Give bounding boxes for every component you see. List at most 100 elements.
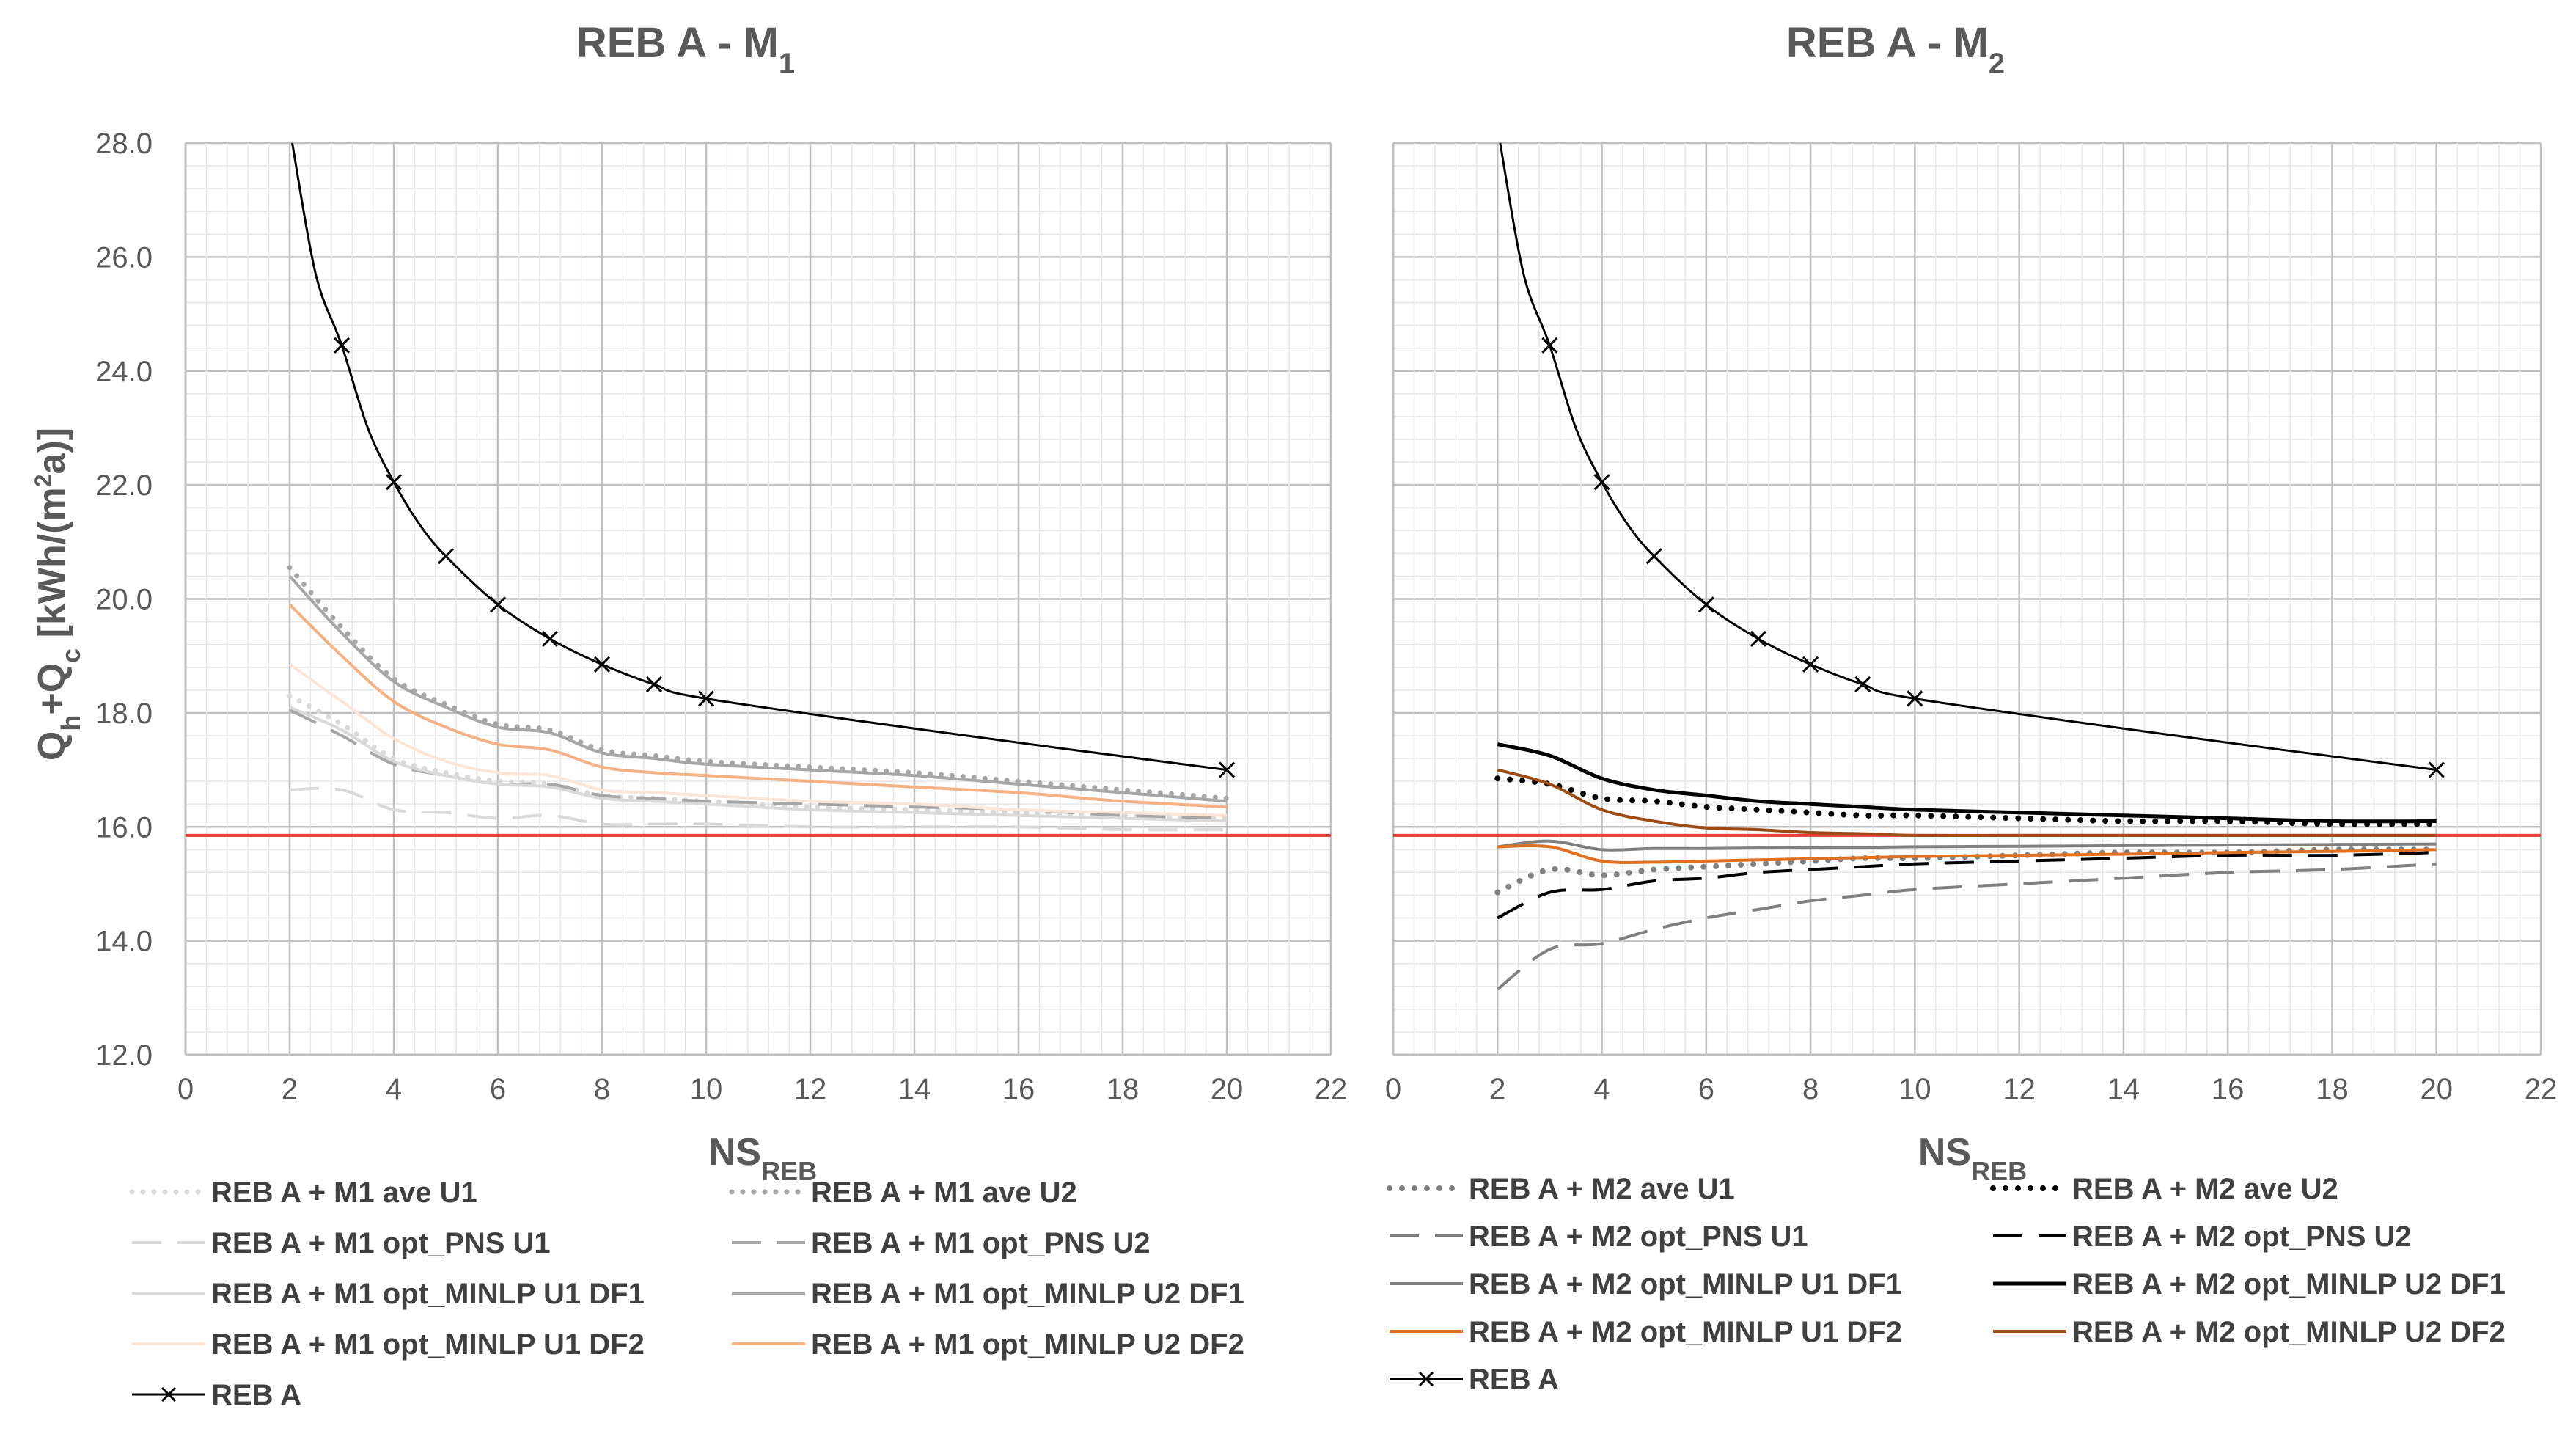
y-tick-label: 28.0 <box>95 128 153 160</box>
series-line <box>1497 839 2437 852</box>
legend-label: REB A <box>211 1379 301 1411</box>
x-axis-title-sub: REB <box>761 1156 817 1186</box>
x-tick-label: 2 <box>282 1073 298 1105</box>
legend-item: REB A + M2 opt_PNS U1 <box>1390 1221 1808 1253</box>
legend-item: REB A + M1 ave U1 <box>129 1177 477 1209</box>
legend-item: REB A + M1 opt_MINLP U2 DF2 <box>732 1328 1244 1361</box>
series-line <box>289 709 1228 820</box>
y-axis-title-sub-h: h <box>56 715 86 731</box>
marker-stroke <box>1750 630 1767 647</box>
legend-marker <box>161 1386 177 1402</box>
series-line <box>1494 775 2440 827</box>
y-axis-title: Qh+Qc [kWh/(m2a)] <box>30 428 86 761</box>
x-tick-label: 0 <box>1385 1073 1401 1105</box>
legend-label: REB A + M2 opt_PNS U1 <box>1469 1221 1808 1253</box>
legend-label: REB A + M2 ave U1 <box>1469 1173 1735 1205</box>
marker-stroke <box>541 630 559 647</box>
chart-title-main: REB A - M <box>1786 19 1989 67</box>
marker-stroke <box>1907 690 1923 707</box>
x-tick-label: 8 <box>1802 1073 1819 1105</box>
x-tick-label: 0 <box>177 1073 194 1105</box>
legend-label: REB A + M2 opt_MINLP U2 DF2 <box>2072 1316 2506 1348</box>
x-axis-title-1: NSREB <box>1918 1131 2027 1186</box>
series-line <box>1497 844 2437 864</box>
legend-1: REB A + M2 ave U1 REB A + M2 ave U2 REB A … <box>1387 1173 2506 1396</box>
marker-stroke <box>385 474 403 491</box>
x-tick-label: 16 <box>1002 1073 1035 1105</box>
y-tick-label: 16.0 <box>95 811 153 844</box>
series-line <box>1499 142 2437 772</box>
series-marker-x <box>1854 676 1871 693</box>
legend-label: REB A + M1 opt_MINLP U1 DF2 <box>211 1328 645 1361</box>
series-line <box>288 575 1228 803</box>
series-line <box>289 706 1228 823</box>
legend-item: REB A + M2 opt_PNS U2 <box>1993 1221 2412 1253</box>
series-line <box>1497 862 2437 991</box>
series-marker-x <box>1541 337 1558 354</box>
series-marker-x <box>333 337 351 354</box>
x-tick-label: 20 <box>1211 1073 1244 1105</box>
y-tick-label: 26.0 <box>95 241 153 274</box>
series-group <box>1494 142 2445 991</box>
grid-0 <box>184 142 1332 1056</box>
x-tick-label: 16 <box>2212 1073 2245 1105</box>
series-marker-x <box>1907 690 1923 707</box>
legend-marker <box>1418 1371 1434 1387</box>
x-tick-label: 8 <box>594 1073 610 1105</box>
legend-item: REB A + M2 opt_MINLP U2 DF2 <box>1993 1316 2506 1348</box>
x-tick-label: 10 <box>690 1073 723 1105</box>
legend-label: REB A + M1 opt_MINLP U1 DF1 <box>211 1278 645 1310</box>
series-marker-x <box>1750 630 1767 647</box>
marker-stroke <box>1645 548 1662 565</box>
y-axis-title-plus: +Q <box>31 663 73 715</box>
series-line <box>288 663 1228 817</box>
y-tick-label: 22.0 <box>95 469 153 502</box>
legend-item: REB A + M1 opt_MINLP U2 DF1 <box>732 1278 1244 1310</box>
x-axis-title-main: NS <box>708 1131 761 1174</box>
marker-stroke <box>1541 337 1558 354</box>
series-line <box>1497 768 2437 838</box>
legend-item: REB A + M2 ave U1 <box>1387 1173 1735 1205</box>
panel-left: REB A - M10 2 4 6 8 10 12 14 16 18 20 2212.014.016.… <box>95 19 1347 1411</box>
series-line <box>291 142 1228 772</box>
marker-stroke <box>1854 676 1871 693</box>
x-tick-label: 4 <box>1593 1073 1610 1105</box>
marker-stroke <box>1698 596 1714 613</box>
series-marker-x <box>1802 656 1819 673</box>
legend-item: REB A <box>1390 1364 1559 1396</box>
chart-title-main: REB A - M <box>576 19 779 67</box>
x-axis-title-0: NSREB <box>708 1131 817 1186</box>
chart-title-1: REB A - M2 <box>1786 19 2005 80</box>
y-tick-label: 24.0 <box>95 356 153 388</box>
series-line <box>289 786 1228 832</box>
marker-stroke <box>593 656 611 673</box>
legend-item: REB A + M2 opt_MINLP U1 DF1 <box>1390 1268 1902 1301</box>
series-marker-x <box>1593 474 1610 491</box>
legend-label: REB A + M1 opt_PNS U2 <box>811 1227 1151 1259</box>
legend-label: REB A + M2 opt_MINLP U1 DF2 <box>1469 1316 1902 1348</box>
marker-stroke <box>437 548 455 565</box>
series-line <box>288 603 1228 809</box>
series-marker-x <box>645 676 663 693</box>
legend-item: REB A + M1 opt_PNS U1 <box>132 1227 551 1259</box>
legend-item: REB A + M1 opt_PNS U2 <box>732 1227 1151 1259</box>
y-tick-label: 14.0 <box>95 926 153 958</box>
x-tick-label: 22 <box>1315 1073 1348 1105</box>
y-axis-title-sub-c: c <box>56 648 86 663</box>
series-marker-x <box>1645 548 1662 565</box>
x-tick-label: 6 <box>490 1073 506 1105</box>
legend-0: REB A + M1 ave U1 REB A + M1 ave U2 REB A … <box>129 1177 1244 1411</box>
x-tick-label: 18 <box>2316 1073 2349 1105</box>
legend-label: REB A + M1 ave U1 <box>211 1177 477 1209</box>
legend-label: REB A <box>1469 1364 1559 1396</box>
x-tick-label: 14 <box>898 1073 931 1105</box>
legend-label: REB A + M1 opt_PNS U1 <box>211 1227 551 1259</box>
y-tick-label: 20.0 <box>95 584 153 616</box>
x-tick-label: 20 <box>2420 1073 2453 1105</box>
y-axis-title-unit: [kWh/(m <box>31 487 73 648</box>
series-marker-x <box>593 656 611 673</box>
y-tick-label: 18.0 <box>95 698 153 730</box>
